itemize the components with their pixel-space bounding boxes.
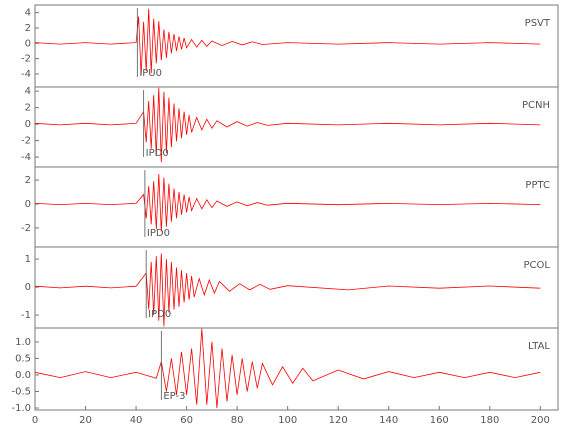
y-tick-label: -4 [21,69,31,80]
y-tick-label: -4 [21,152,31,163]
waveform [34,174,541,232]
x-tick-label: 0 [32,415,38,426]
y-tick-label: 2 [25,175,31,186]
x-tick-label: 200 [531,415,550,426]
y-tick-label: 0 [25,282,31,293]
x-tick-label: 40 [130,415,143,426]
y-tick-label: -1.0 [11,403,31,414]
station-label: PCOL [524,260,551,271]
x-tick-label: 140 [379,415,398,426]
y-tick-label: -2 [21,54,31,65]
y-tick-label: 0 [25,38,31,49]
y-tick-label: -1 [21,310,31,321]
y-tick-label: -2 [21,136,31,147]
y-tick-label: 0 [25,199,31,210]
x-tick-label: 160 [430,415,449,426]
panel-frame [34,86,559,168]
waveform [34,8,541,76]
y-tick-label: -2 [21,223,31,234]
waveform [34,87,541,163]
x-tick-label: 100 [278,415,297,426]
x-tick-label: 120 [329,415,348,426]
waveform [34,328,541,409]
station-label: PCNH [522,100,550,111]
y-tick-label: -0.5 [11,386,31,397]
station-label: PSVT [525,18,551,29]
station-label: LTAL [528,341,550,352]
station-label: PPTC [525,180,550,191]
waveform [34,253,541,327]
panel-frame [34,166,559,248]
y-tick-label: 4 [25,86,31,97]
y-tick-label: 1 [25,254,31,265]
y-tick-label: 0 [25,119,31,130]
y-tick-label: 0.5 [15,353,31,364]
panel-frame [34,4,559,88]
x-tick-label: 60 [180,415,193,426]
x-tick-label: 20 [79,415,92,426]
y-tick-label: 2 [25,23,31,34]
phase-label: IPU0 [139,68,162,79]
phase-label: IPD0 [148,309,171,320]
phase-label: IPD0 [146,148,169,159]
x-tick-label: 180 [480,415,499,426]
phase-label: IPD0 [147,228,170,239]
y-tick-label: 4 [25,8,31,19]
panel-frame [34,327,559,411]
phase-label: EP-3 [163,391,185,402]
y-tick-label: 0.0 [15,370,31,381]
y-tick-label: 2 [25,103,31,114]
y-tick-label: 1.0 [15,337,31,348]
x-tick-label: 80 [231,415,244,426]
